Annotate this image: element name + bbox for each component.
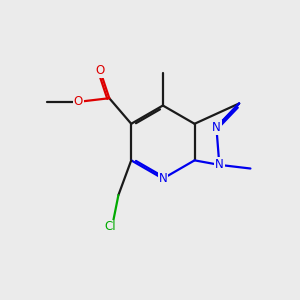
Text: N: N	[158, 172, 167, 185]
Text: N: N	[215, 158, 224, 171]
Text: Cl: Cl	[104, 220, 116, 233]
Text: O: O	[74, 95, 83, 108]
Text: O: O	[95, 64, 105, 77]
Text: N: N	[212, 121, 221, 134]
